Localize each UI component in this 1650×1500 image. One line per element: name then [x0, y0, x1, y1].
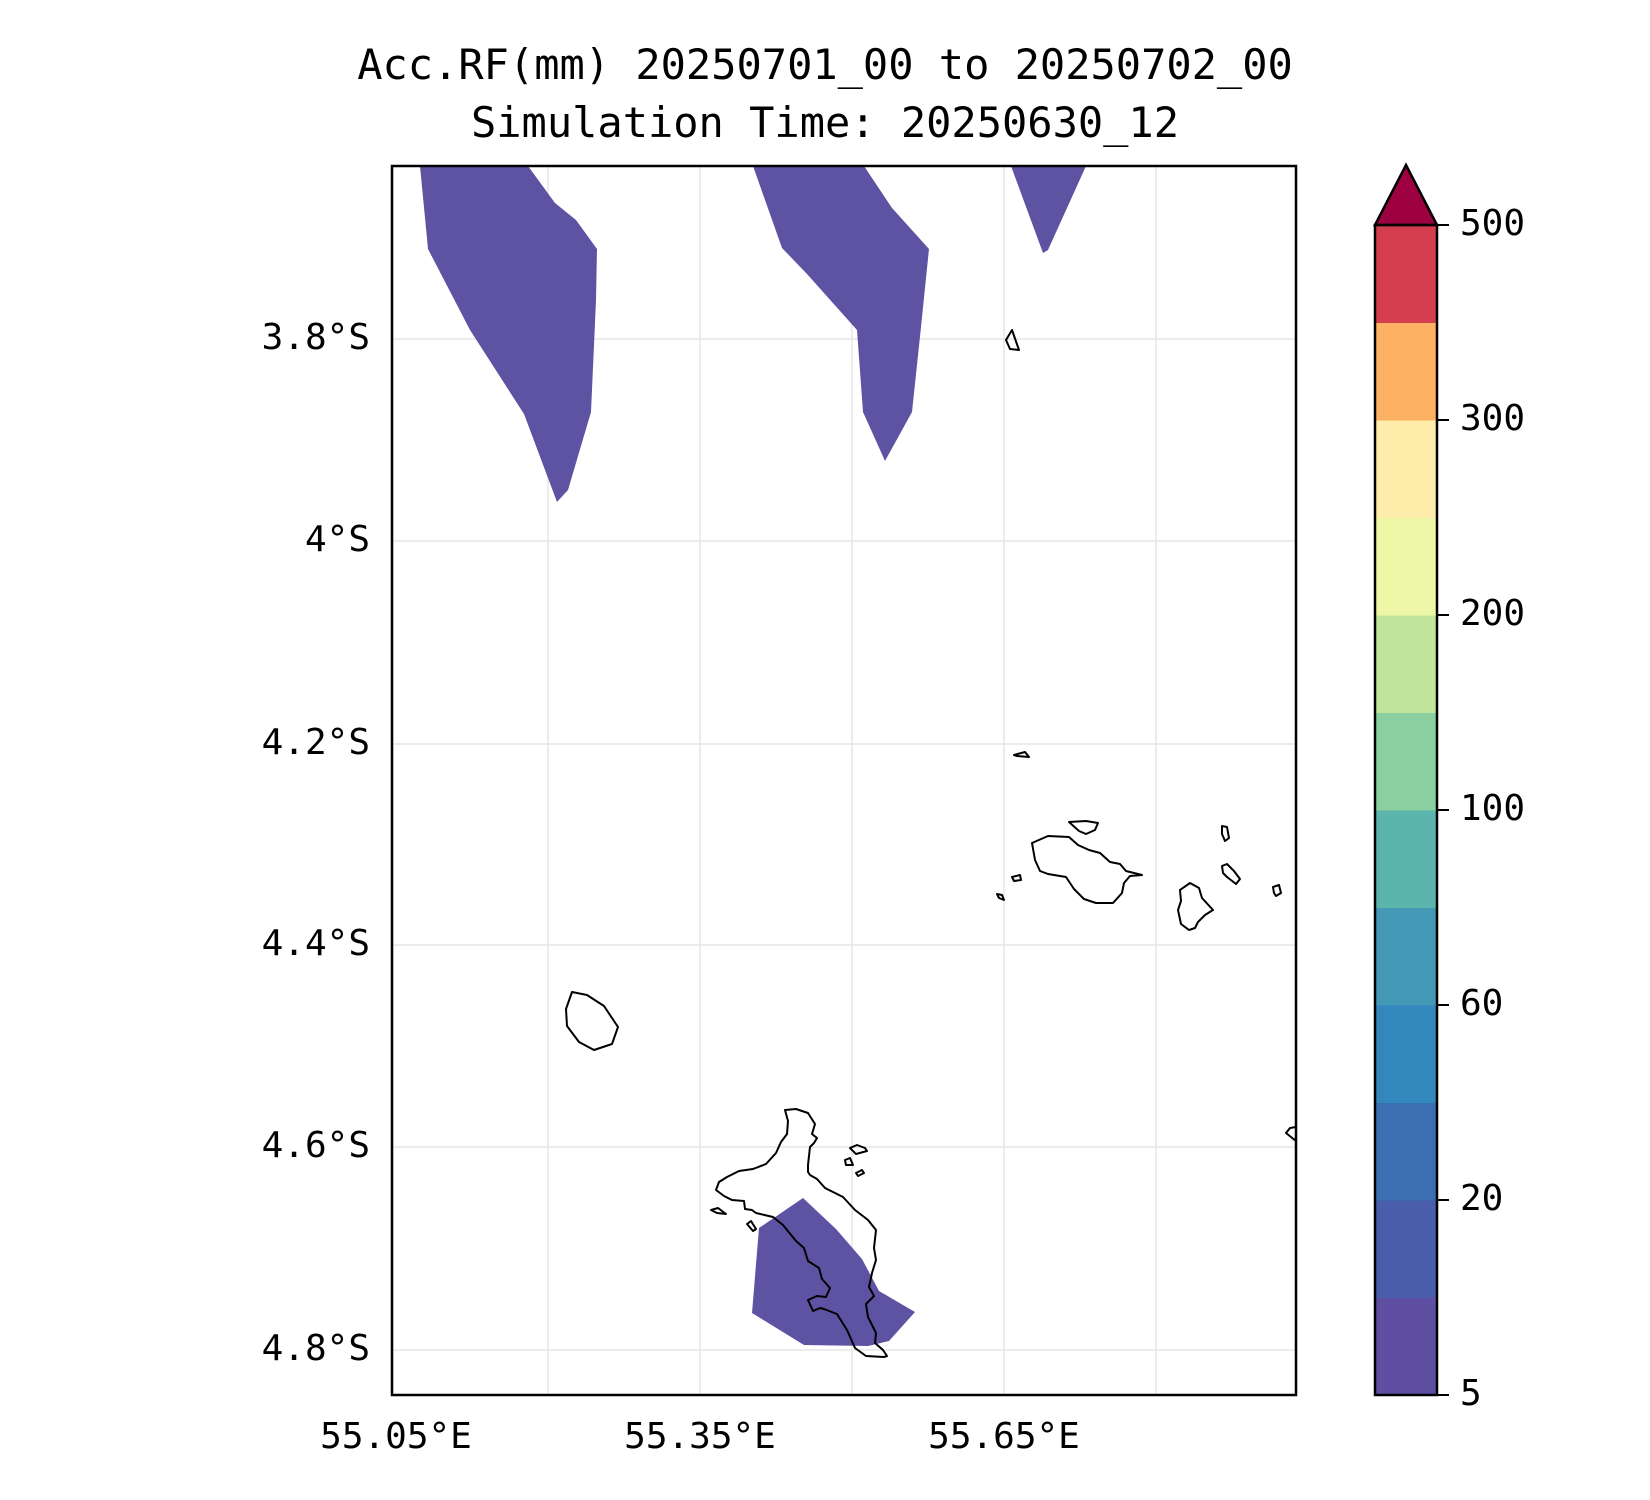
island-outline — [996, 893, 1005, 901]
island-outline — [1285, 1126, 1296, 1142]
lon-tick-label: 55.65°E — [928, 1416, 1080, 1457]
island-outline — [746, 1220, 757, 1232]
colorbar-segment — [1375, 517, 1437, 616]
island-outline — [855, 1169, 865, 1177]
colorbar-overflow-triangle — [1375, 165, 1437, 225]
island-outline — [1272, 884, 1282, 897]
lat-tick-label: 4.2°S — [262, 722, 370, 763]
rain-region — [752, 1198, 915, 1346]
lat-tick-label: 4.8°S — [262, 1328, 370, 1369]
colorbar-segment — [1375, 322, 1437, 421]
colorbar-segment — [1375, 1102, 1437, 1201]
lon-tick-label: 55.05°E — [320, 1416, 472, 1457]
colorbar-segment — [1375, 420, 1437, 518]
lat-tick-label: 3.8°S — [262, 317, 370, 358]
colorbar-tick-label: 20 — [1460, 1178, 1503, 1219]
rain-region — [420, 166, 597, 502]
colorbar-segment — [1375, 712, 1437, 811]
colorbar-tick-label: 60 — [1460, 983, 1503, 1024]
colorbar-overflow-outline — [1372, 162, 1440, 227]
island-outline — [1005, 329, 1020, 351]
island-outline — [565, 991, 619, 1051]
colorbar-segment — [1375, 225, 1437, 323]
colorbar-segment — [1375, 1200, 1437, 1298]
island-outline — [710, 1207, 727, 1215]
colorbar-labels: 500 300 200 100 60 20 5 — [1460, 203, 1525, 1414]
lat-axis: 3.8°S 4°S 4.2°S 4.4°S 4.6°S 4.8°S — [262, 317, 370, 1369]
colorbar-segment — [1375, 615, 1437, 713]
colorbar-ticks — [1437, 224, 1449, 1396]
colorbar-segment — [1375, 907, 1437, 1006]
lat-tick-label: 4°S — [305, 519, 370, 560]
colorbar-tick-label: 100 — [1460, 788, 1525, 829]
lon-tick-label: 55.35°E — [624, 1416, 776, 1457]
island-outline — [849, 1144, 868, 1155]
island-outline — [1221, 863, 1241, 885]
colorbar-tick-label: 200 — [1460, 593, 1525, 634]
island-outline — [1031, 835, 1143, 904]
island-outline — [1013, 751, 1030, 758]
island-outline — [1177, 882, 1214, 931]
coastlines — [565, 329, 1296, 1358]
colorbar-tick-label: 5 — [1460, 1373, 1482, 1414]
lat-tick-label: 4.6°S — [262, 1125, 370, 1166]
colorbar-tick-label: 300 — [1460, 398, 1525, 439]
island-outline — [844, 1157, 854, 1166]
rainfall-contours — [420, 166, 1086, 1346]
colorbar-segment — [1375, 1005, 1437, 1103]
island-outline — [1221, 825, 1230, 842]
colorbar-segment — [1375, 810, 1437, 908]
map-title: Acc.RF(mm) 20250701_00 to 20250702_00 — [357, 40, 1293, 89]
lon-axis: 55.05°E 55.35°E 55.65°E — [320, 1416, 1080, 1457]
colorbar-segment — [1375, 1297, 1437, 1396]
rain-region — [753, 166, 929, 461]
colorbar-tick-label: 500 — [1460, 203, 1525, 244]
island-outline — [715, 1108, 888, 1358]
colorbar: 500 300 200 100 60 20 5 — [1372, 162, 1525, 1414]
map-subtitle: Simulation Time: 20250630_12 — [470, 98, 1179, 147]
map-frame — [390, 164, 1298, 1397]
lat-tick-label: 4.4°S — [262, 923, 370, 964]
island-outline — [1011, 874, 1022, 882]
island-outline — [1068, 820, 1099, 835]
colorbar-segments — [1375, 225, 1437, 1396]
rain-region — [1011, 166, 1086, 253]
